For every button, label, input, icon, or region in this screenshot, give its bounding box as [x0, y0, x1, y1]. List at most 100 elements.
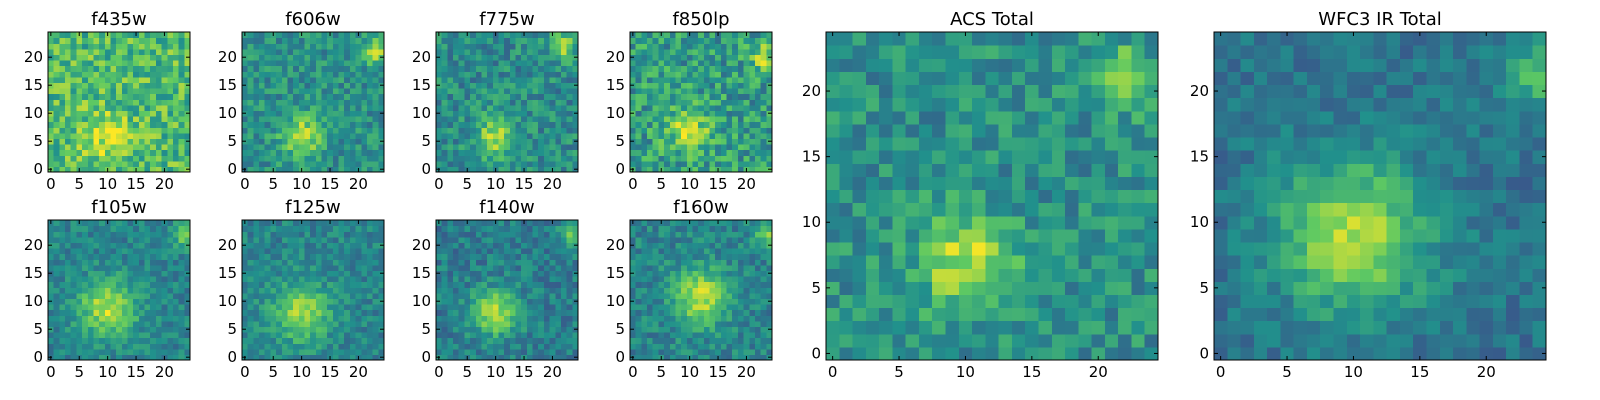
heatmap-cell [310, 138, 317, 145]
heatmap-cell [298, 149, 306, 156]
heatmap-cell [253, 93, 260, 100]
heatmap-cell [338, 354, 345, 361]
heatmap-cell [172, 270, 180, 277]
heatmap-cell [178, 88, 185, 95]
heatmap-cell [532, 76, 539, 83]
heatmap-cell [635, 304, 642, 311]
heatmap-cell [161, 315, 168, 322]
heatmap-cell [664, 304, 671, 311]
heatmap-cell [298, 337, 306, 344]
heatmap-cell [167, 99, 174, 106]
heatmap-cell [150, 104, 157, 111]
heatmap-cell [82, 253, 89, 260]
heatmap-cell [481, 281, 488, 288]
heatmap-cell [144, 298, 151, 305]
heatmap-cell [172, 82, 180, 89]
heatmap-cell [144, 155, 151, 162]
heatmap-cell [441, 337, 448, 344]
heatmap-cell [498, 60, 505, 67]
heatmap-cell [760, 132, 767, 139]
heatmap-cell [270, 225, 277, 232]
heatmap-cell [572, 116, 579, 123]
heatmap-cell [172, 54, 180, 61]
heatmap-cell [498, 276, 505, 283]
heatmap-cell [172, 155, 180, 162]
heatmap-cell [321, 71, 328, 78]
heatmap-cell [453, 138, 460, 145]
heatmap-cell [441, 121, 448, 128]
heatmap-cell [332, 132, 340, 139]
heatmap-cell [270, 60, 277, 67]
heatmap-cell [549, 110, 556, 117]
heatmap-cell [264, 60, 271, 67]
heatmap-cell [532, 71, 539, 78]
heatmap-cell [487, 132, 494, 139]
heatmap-cell [65, 276, 72, 283]
heatmap-cell [161, 82, 168, 89]
heatmap-cell [59, 65, 66, 72]
heatmap-cell [287, 236, 294, 243]
heatmap-cell [48, 65, 55, 72]
heatmap-cell [104, 332, 112, 339]
heatmap-cell [754, 99, 762, 106]
heatmap-cell [276, 60, 283, 67]
heatmap-cell [167, 309, 174, 316]
heatmap-cell [304, 320, 311, 327]
heatmap-cell [669, 160, 677, 167]
heatmap-cell [726, 110, 733, 117]
x-tick-label: 5 [268, 363, 278, 381]
heatmap-cell [116, 76, 123, 83]
heatmap-cell [487, 32, 494, 39]
heatmap-cell [133, 253, 140, 260]
heatmap-cell [487, 354, 494, 361]
heatmap-cell [447, 326, 454, 333]
heatmap-cell [70, 32, 77, 39]
heatmap-cell [464, 116, 471, 123]
heatmap-cell [521, 304, 528, 311]
heatmap-cell [315, 54, 323, 61]
heatmap-cell [172, 337, 180, 344]
heatmap-cell [133, 315, 140, 322]
heatmap-cell [93, 281, 100, 288]
heatmap-cell [492, 116, 500, 123]
heatmap-cell [276, 54, 283, 61]
heatmap-cell [509, 65, 517, 72]
heatmap-cell [760, 138, 767, 145]
heatmap-cell [526, 315, 534, 322]
heatmap-cell [441, 281, 448, 288]
heatmap-cell [743, 155, 750, 162]
heatmap-cell [560, 54, 568, 61]
heatmap-cell [138, 332, 146, 339]
heatmap-cell [630, 281, 637, 288]
heatmap-cell [555, 149, 562, 156]
heatmap-cell [65, 43, 72, 50]
heatmap-cell [270, 348, 277, 355]
heatmap-cell [441, 32, 448, 39]
heatmap-cell [82, 32, 89, 39]
heatmap-cell [521, 242, 528, 249]
heatmap-cell [150, 32, 157, 39]
heatmap-cell [70, 225, 77, 232]
heatmap-cell [498, 93, 505, 100]
heatmap-cell [549, 225, 556, 232]
heatmap-cell [361, 225, 368, 232]
heatmap-cell [138, 37, 146, 44]
heatmap-cell [287, 48, 294, 55]
heatmap-cell [138, 320, 146, 327]
heatmap-cell [566, 354, 573, 361]
heatmap-cell [549, 121, 556, 128]
heatmap-cell [669, 43, 677, 50]
heatmap-cell [681, 132, 688, 139]
heatmap-cell [447, 138, 454, 145]
heatmap-cell [715, 298, 722, 305]
heatmap-cell [253, 48, 260, 55]
heatmap-cell [76, 88, 83, 95]
heatmap-cell [138, 276, 146, 283]
heatmap-cell [692, 71, 699, 78]
heatmap-cell [549, 37, 556, 44]
heatmap-cell [133, 292, 140, 299]
heatmap-cell [492, 253, 500, 260]
heatmap-cell [366, 326, 374, 333]
heatmap-cell [116, 155, 123, 162]
